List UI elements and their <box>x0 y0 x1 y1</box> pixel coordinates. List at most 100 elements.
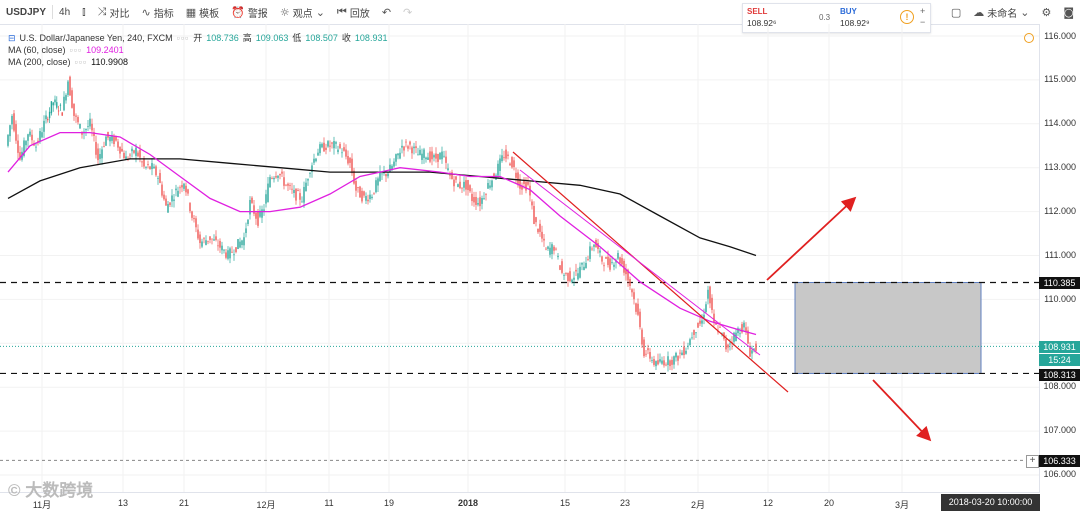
time-label: 20 <box>823 498 835 508</box>
ma200-controls[interactable]: ▫▫▫ <box>74 57 88 67</box>
legend-controls[interactable]: ▫▫▫ <box>176 33 190 43</box>
candle-body <box>651 360 653 361</box>
interval-selector[interactable]: 4h <box>59 6 71 18</box>
undo-button[interactable]: ↶ <box>376 0 397 24</box>
candle-body <box>153 166 155 169</box>
candle-body <box>287 183 289 186</box>
candle-body <box>163 194 165 200</box>
candle-body <box>533 205 535 224</box>
candle-body <box>545 248 547 250</box>
symbol-search[interactable]: USDJPY <box>6 6 47 18</box>
candle-body <box>217 245 219 247</box>
legend-ma60-row: MA (60, close) ▫▫▫ 109.2401 <box>8 44 387 56</box>
candle-body <box>341 152 343 154</box>
candle-body <box>149 166 151 169</box>
candle-body <box>54 99 56 103</box>
sell-button[interactable]: SELL 108.92⁶ <box>747 7 777 28</box>
candle-body <box>205 240 207 245</box>
candle-body <box>367 199 369 202</box>
candle-body <box>541 231 543 239</box>
candle-body <box>475 196 477 205</box>
candle-body <box>65 95 67 101</box>
candle-body <box>245 228 247 234</box>
redo-button[interactable]: ↷ <box>397 0 418 24</box>
candle-body <box>613 264 615 267</box>
candle-body <box>43 120 45 132</box>
fullscreen-button[interactable]: ▢ <box>945 0 967 24</box>
candle-body <box>183 183 185 189</box>
candle-body <box>129 154 131 156</box>
ideas-button[interactable]: ☼ 观点 ⌄ <box>279 5 325 20</box>
candle-body <box>207 240 209 242</box>
replay-button[interactable]: ⏮ 回放 <box>336 5 370 20</box>
high-value: 109.063 <box>255 33 289 43</box>
buy-button[interactable]: BUY 108.92⁹ <box>840 7 870 28</box>
candle-body <box>381 173 383 175</box>
candle-body <box>167 204 169 213</box>
candle-body <box>373 192 375 194</box>
candle-body <box>441 151 443 160</box>
candle-body <box>521 185 523 190</box>
price-axis[interactable]: 116.000 115.000 114.000 113.000 112.000 … <box>1039 24 1080 492</box>
lot-stepper[interactable]: + − <box>920 6 926 27</box>
buy-price: 108.92⁹ <box>840 18 870 28</box>
camera-icon: ◙ <box>1063 5 1074 19</box>
candle-body <box>639 311 641 328</box>
indicators-button[interactable]: ∿ 指标 <box>141 5 174 20</box>
close-label: 收 <box>341 33 351 43</box>
candle-body <box>251 197 253 203</box>
candle-body <box>56 102 58 108</box>
templates-button[interactable]: ▦ 模板 <box>185 5 220 20</box>
candle-body <box>481 198 483 204</box>
candle-body <box>433 155 435 158</box>
candle-body <box>315 158 317 162</box>
time-axis[interactable]: 11月 13 21 12月 11 19 2018 15 23 2月 12 20 … <box>0 492 1040 512</box>
candle-body <box>707 289 709 299</box>
ma200-value: 110.9908 <box>91 57 128 67</box>
candle-body <box>171 195 173 202</box>
snapshot-button[interactable]: ◙ <box>1057 0 1080 24</box>
candle-body <box>621 258 623 265</box>
candle-body <box>737 328 739 334</box>
candle-body <box>519 178 521 189</box>
candle-body <box>549 247 551 255</box>
alerts-button[interactable]: ⏰ 警报 <box>231 5 268 20</box>
chart-style-button[interactable]: ⫾ <box>76 0 92 24</box>
settings-button[interactable]: ⚙ <box>1035 0 1057 24</box>
candle-body <box>249 199 251 215</box>
redo-icon: ↷ <box>403 5 413 19</box>
candle-body <box>193 218 195 220</box>
candle-body <box>667 356 669 365</box>
candle-body <box>645 353 647 355</box>
candle-body <box>409 141 411 145</box>
candle-body <box>313 158 315 163</box>
collapse-icon[interactable]: ⊟ <box>8 33 16 43</box>
info-icon[interactable]: ! <box>900 10 914 24</box>
candle-body <box>423 149 425 158</box>
candle-body <box>391 165 393 171</box>
candle-body <box>279 173 281 176</box>
chart-canvas[interactable] <box>0 0 1040 492</box>
candle-body <box>457 184 459 187</box>
candle-body <box>41 132 43 138</box>
layout-name-button[interactable]: ☁ 未命名 ⌄ <box>973 5 1030 20</box>
candle-body <box>449 174 451 176</box>
compare-button[interactable]: ⤨ 对比 <box>97 5 130 20</box>
candle-body <box>715 322 717 325</box>
add-level-button[interactable]: + <box>1026 455 1039 468</box>
candle-body <box>413 146 415 149</box>
candle-body <box>139 149 141 158</box>
candle-body <box>335 142 337 144</box>
candle-body <box>671 359 673 365</box>
crosshair-time-label: 2018-03-20 10:00:00 <box>941 494 1040 511</box>
alarm-icon: ⏰ <box>231 5 245 19</box>
candle-body <box>593 244 595 247</box>
candle-body <box>467 179 469 191</box>
candle-body <box>143 158 145 167</box>
candle-body <box>539 223 541 232</box>
alert-icon[interactable] <box>1024 33 1034 43</box>
candle-body <box>599 250 601 253</box>
candle-body <box>487 182 489 189</box>
ma60-controls[interactable]: ▫▫▫ <box>69 45 83 55</box>
candle-body <box>267 183 269 202</box>
